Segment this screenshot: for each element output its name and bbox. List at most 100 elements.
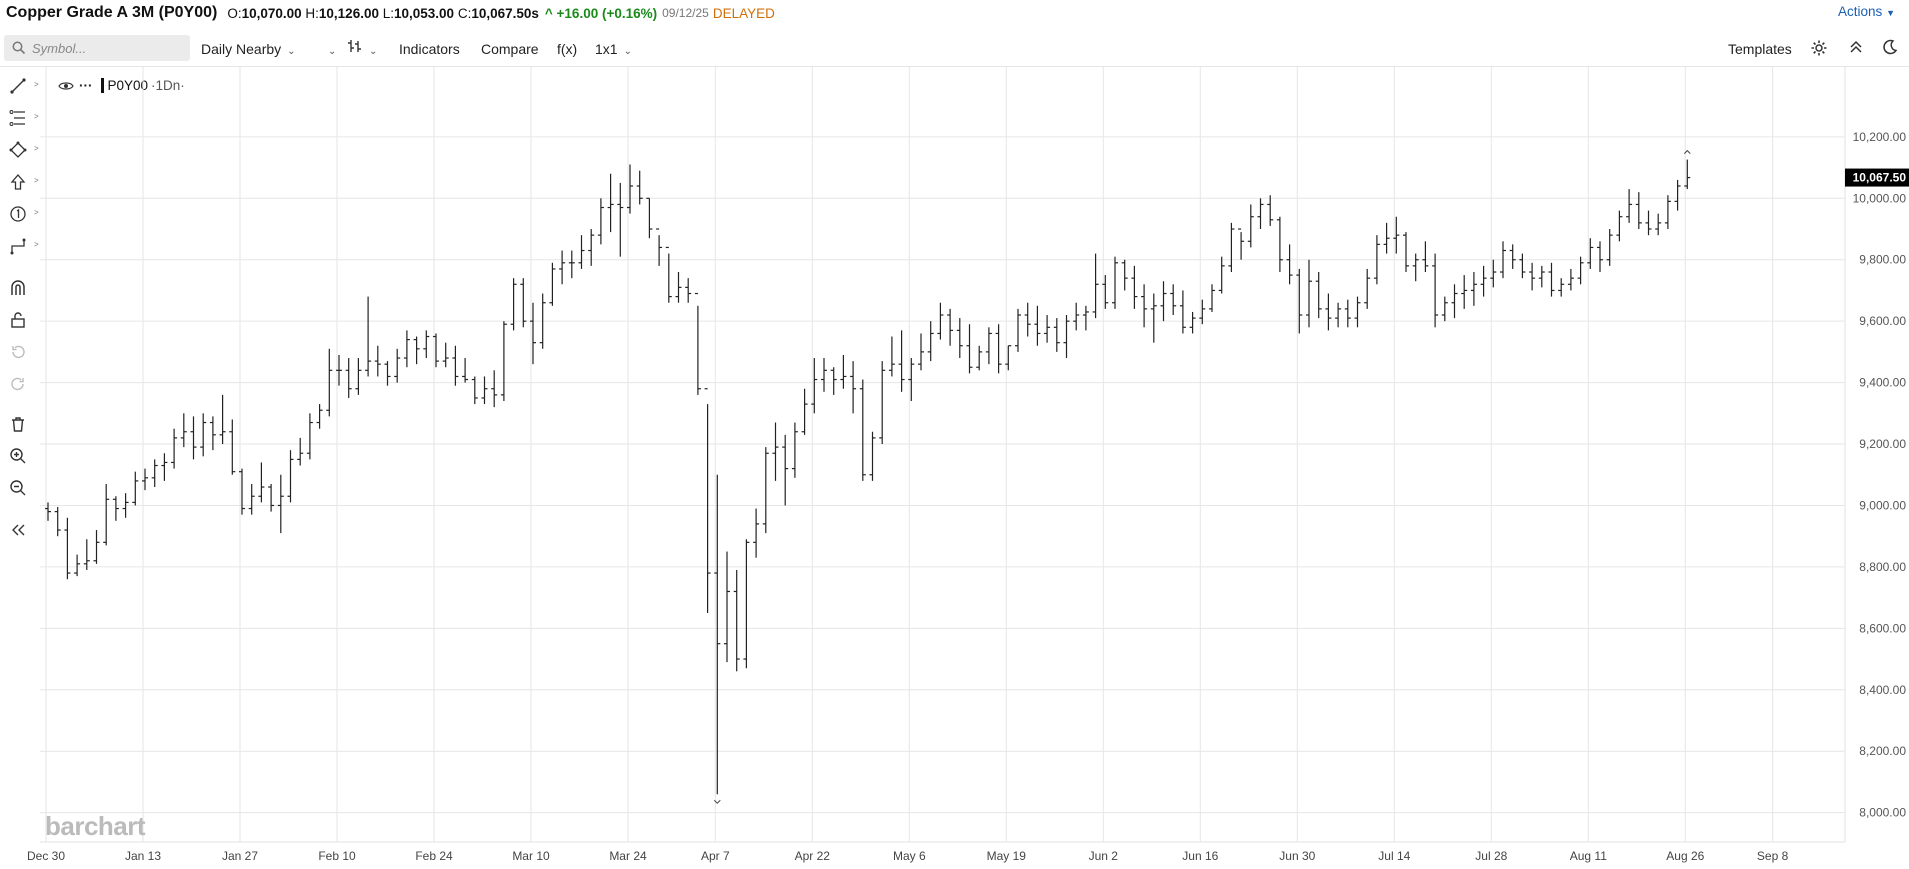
ohlc-bar	[132, 471, 139, 506]
ohlc-bar	[1538, 265, 1545, 288]
ohlc-bar	[413, 336, 420, 365]
ohlc-bar	[1373, 235, 1380, 285]
ohlc-bar	[1218, 256, 1225, 294]
shapes-tool[interactable]: >	[5, 138, 39, 162]
open-value: 10,070.00	[241, 5, 302, 21]
ohlc-bar	[1597, 241, 1603, 273]
series-legend[interactable]: ··· P0Y00 ·1Dn·	[58, 78, 185, 93]
layout-select[interactable]: 1x1 ⌄	[595, 41, 632, 57]
ohlc-bar	[1451, 284, 1458, 319]
ohlc-bar	[985, 327, 992, 365]
ohlc-bar	[462, 358, 469, 383]
period-dropdown-toggle[interactable]: ⌄	[322, 41, 336, 57]
ohlc-bar	[1461, 275, 1468, 309]
ohlc-bar	[1053, 318, 1060, 352]
legend-interval: ·1Dn·	[151, 78, 185, 93]
delete-drawings-button[interactable]	[5, 412, 31, 436]
fibonacci-tool-icon	[9, 110, 25, 126]
barchart-logo: barchart	[45, 811, 146, 841]
redo-button[interactable]	[5, 372, 31, 396]
function-button[interactable]: f(x)	[557, 41, 578, 57]
ohlc-bar	[1500, 241, 1506, 279]
symbol-search[interactable]	[4, 35, 190, 61]
chevron-down-icon: ⌄	[287, 46, 296, 57]
undo-button[interactable]	[5, 340, 31, 364]
zoom-out-button[interactable]	[5, 476, 31, 500]
ohlc-bar	[151, 459, 158, 488]
line-tool-icon	[10, 78, 26, 94]
ohlc-bar	[180, 413, 187, 448]
ohlc-bar	[869, 431, 876, 481]
ohlc-bar	[1529, 262, 1536, 291]
templates-button[interactable]: Templates	[1728, 41, 1792, 57]
close-label: C:	[457, 5, 472, 21]
indicators-button[interactable]: Indicators	[399, 41, 460, 57]
ohlc-bar	[1335, 302, 1342, 328]
ohlc-bar	[229, 419, 236, 475]
compare-button[interactable]: Compare	[481, 41, 539, 57]
ohlc-bar	[1005, 345, 1012, 371]
magnet-toggle[interactable]	[5, 276, 31, 300]
more-options-icon[interactable]: ···	[79, 78, 93, 93]
settings-button[interactable]	[1810, 39, 1828, 60]
ohlc-bar	[103, 483, 110, 546]
close-value: 10,067.50s	[471, 5, 539, 21]
dark-mode-button[interactable]	[1882, 39, 1898, 58]
ohlc-bar	[355, 358, 362, 395]
ohlc-bar	[161, 453, 168, 481]
shapes-tool-icon	[9, 141, 27, 158]
chart-type-select[interactable]: ⌄	[347, 38, 377, 57]
x-tick-label: May 19	[987, 849, 1027, 863]
ohlc-bar	[171, 428, 178, 469]
ohlc-bar	[471, 376, 478, 405]
ohlc-bar	[908, 358, 915, 402]
ohlc-bar	[1131, 265, 1138, 309]
x-tick-label: Aug 11	[1570, 849, 1607, 863]
ohlc-bar	[1325, 293, 1332, 331]
drawing-toolbar: > > > > > >	[0, 70, 40, 540]
ohlc-bar	[1276, 216, 1283, 273]
collapse-toolbar-button[interactable]	[5, 518, 31, 542]
ohlc-bar	[636, 170, 643, 205]
ohlc-bar	[801, 388, 808, 435]
ohlc-bar	[1432, 253, 1439, 328]
last-price-box	[1845, 168, 1909, 187]
ohlc-bar	[1509, 244, 1516, 269]
arrow-tool[interactable]: >	[5, 170, 39, 194]
ohlc-bar	[1315, 272, 1322, 319]
last-price-label: 10,067.50	[1853, 171, 1907, 185]
ohlc-bar	[1490, 259, 1497, 288]
ohlc-bar	[64, 517, 71, 580]
number-circle-icon	[10, 206, 26, 222]
eye-icon[interactable]	[58, 80, 74, 92]
search-icon	[12, 41, 26, 55]
ohlc-bar	[966, 324, 973, 374]
high-value: 10,126.00	[318, 5, 379, 21]
ohlc-bar	[627, 164, 633, 214]
measure-tool[interactable]: >	[5, 234, 39, 258]
chevron-down-icon: ⌄	[328, 46, 337, 57]
magnet-icon	[11, 280, 25, 295]
gear-icon	[1811, 40, 1827, 56]
ohlc-bar	[122, 493, 129, 518]
ohlc-bar	[1034, 305, 1041, 346]
fibonacci-tool[interactable]: >	[5, 106, 39, 130]
ohlc-bar	[743, 539, 750, 669]
actions-menu[interactable]: Actions ▼	[1838, 4, 1895, 19]
ohlc-bar	[500, 321, 507, 402]
ohlc-bar	[423, 330, 430, 359]
ohlc-bar	[656, 228, 663, 266]
collapse-header-button[interactable]	[1848, 39, 1864, 58]
symbol-input[interactable]	[30, 39, 184, 57]
trend-line-tool[interactable]: >	[5, 74, 39, 98]
ohlc-bar	[297, 437, 304, 466]
ohlc-bar	[1238, 228, 1245, 260]
lock-toggle[interactable]	[5, 308, 31, 332]
ohlc-bar	[1344, 299, 1351, 328]
zoom-in-button[interactable]	[5, 444, 31, 468]
ohlc-bar	[1577, 256, 1584, 285]
ohlc-bar	[1092, 253, 1099, 319]
period-select[interactable]: Daily Nearby ⌄	[201, 41, 296, 57]
number-annotation-tool[interactable]: >	[5, 202, 39, 226]
